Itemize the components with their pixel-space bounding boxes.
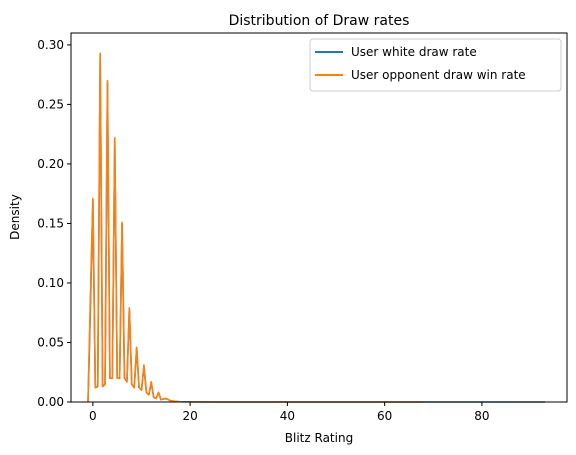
y-tick-label: 0.10 — [37, 276, 64, 290]
x-axis-label: Blitz Rating — [285, 431, 353, 445]
y-axis-label: Density — [8, 194, 22, 240]
series-line-0 — [87, 56, 546, 403]
axes-frame — [70, 32, 568, 403]
y-tick-label: 0.20 — [37, 157, 64, 171]
y-tick-label: 0.30 — [37, 38, 64, 52]
y-tick-label: 0.05 — [37, 335, 64, 349]
x-tick-label: 40 — [280, 409, 295, 423]
y-tick-label: 0.15 — [37, 216, 64, 230]
chart-title: Distribution of Draw rates — [229, 13, 410, 29]
legend-label-1: User opponent draw win rate — [351, 68, 526, 82]
legend-label-0: User white draw rate — [351, 45, 477, 59]
legend-box — [309, 38, 562, 92]
y-tick-label: 0.25 — [37, 97, 64, 111]
x-tick-label: 80 — [474, 409, 489, 423]
y-tick-label: 0.00 — [37, 395, 64, 409]
x-tick-label: 20 — [182, 409, 197, 423]
x-ticks: 0 20 40 60 80 — [89, 402, 490, 423]
plot-area — [87, 52, 546, 403]
x-tick-label: 0 — [89, 409, 97, 423]
legend: User white draw rate User opponent draw … — [309, 38, 562, 92]
series-line-1 — [87, 52, 424, 403]
y-ticks: 0.00 0.05 0.10 0.15 0.20 0.25 0.30 — [37, 38, 71, 409]
series-layer — [87, 52, 546, 403]
x-tick-label: 60 — [377, 409, 392, 423]
